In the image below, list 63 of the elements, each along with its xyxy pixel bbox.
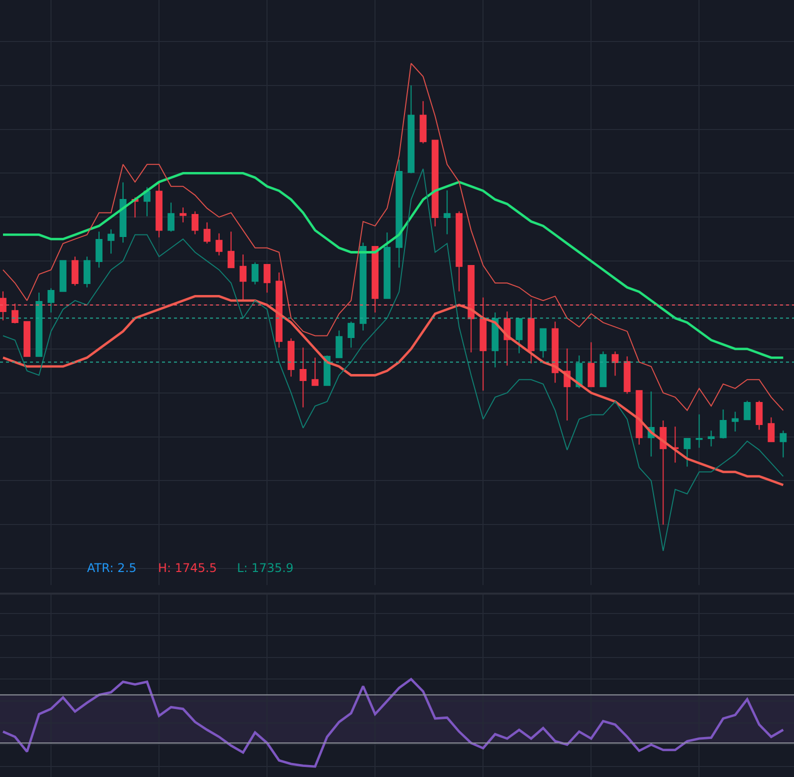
- candlestick: [708, 430, 715, 447]
- candlestick: [348, 321, 355, 348]
- candlestick: [552, 321, 559, 384]
- candlestick: [684, 438, 691, 468]
- candlestick: [732, 411, 739, 432]
- candlestick: [660, 420, 667, 526]
- candlestick: [192, 210, 198, 235]
- candlestick: [96, 231, 102, 268]
- candlestick: [300, 347, 307, 408]
- candlestick: [228, 231, 234, 268]
- candlestick: [636, 390, 643, 446]
- candlestick: [612, 351, 619, 376]
- candlestick: [288, 338, 295, 378]
- candlestick: [312, 357, 319, 386]
- candlestick: [492, 312, 499, 368]
- candlestick: [444, 190, 451, 235]
- candlestick: [372, 246, 379, 313]
- candlestick: [72, 256, 78, 286]
- candlestick: [240, 254, 246, 302]
- candlestick: [588, 342, 595, 388]
- candlestick: [48, 288, 54, 313]
- candlestick: [420, 100, 427, 144]
- candlestick: [780, 430, 787, 458]
- candlestick: [60, 260, 66, 292]
- candlestick: [600, 351, 607, 388]
- candlestick: [408, 84, 415, 174]
- candlestick: [84, 256, 90, 288]
- candlestick: [432, 140, 439, 227]
- candlestick: [336, 330, 343, 358]
- candlestick: [540, 328, 547, 358]
- candlestick: [528, 298, 535, 364]
- candlestick: [168, 202, 174, 232]
- candlestick: [264, 264, 271, 294]
- candlestick: [384, 232, 391, 299]
- candlestick: [456, 210, 463, 292]
- text: ATR: 2.5: [87, 561, 137, 575]
- candlestick: [672, 426, 679, 464]
- candlestick: [24, 321, 30, 357]
- candlestick: [624, 356, 631, 394]
- candlestick: [276, 272, 283, 348]
- candlestick: [36, 292, 42, 357]
- candlestick: [696, 414, 703, 448]
- candlestick: [468, 264, 475, 353]
- candlestick: [480, 297, 487, 392]
- candlestick: [396, 159, 403, 268]
- candlestick: [744, 400, 751, 420]
- candlestick: [252, 262, 258, 285]
- candlestick: [216, 232, 222, 256]
- text: H: 1745.5: [158, 561, 217, 575]
- candlestick: [12, 303, 18, 324]
- candlestick: [144, 186, 150, 217]
- candlestick: [720, 409, 727, 439]
- candlestick: [120, 182, 126, 244]
- candlestick: [0, 290, 6, 321]
- candlestick: [108, 228, 114, 254]
- candlestick: [516, 318, 523, 354]
- candlestick: [180, 206, 186, 223]
- candlestick: [156, 182, 162, 238]
- candlestick: [756, 400, 763, 430]
- candlestick: [768, 416, 775, 442]
- candlestick: [360, 242, 367, 331]
- text: L: 1735.9: [237, 561, 294, 575]
- candlestick: [204, 222, 210, 244]
